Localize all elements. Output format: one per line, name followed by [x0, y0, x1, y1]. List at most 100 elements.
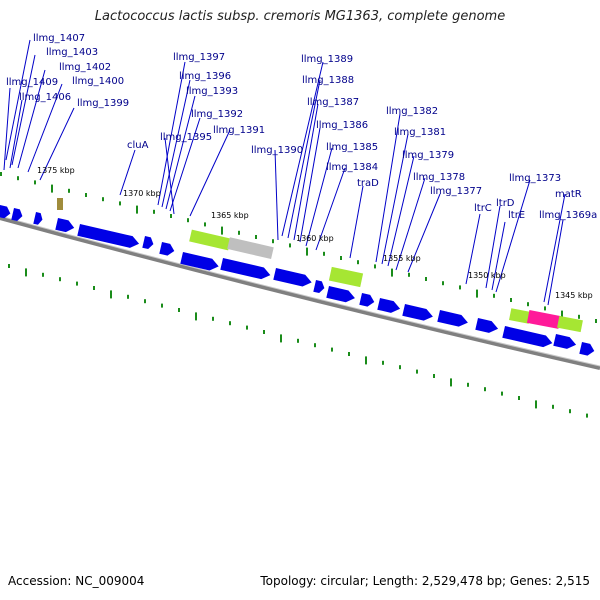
gene-label[interactable]: llmg_1393	[186, 86, 238, 97]
inner-tick	[569, 409, 571, 414]
gene-label[interactable]: llmg_1392	[191, 109, 243, 120]
gene-arrow[interactable]	[553, 334, 577, 351]
gene-arrow[interactable]	[220, 258, 271, 281]
outer-tick	[68, 188, 70, 193]
gene-arrow[interactable]	[55, 218, 75, 234]
outer-tick	[340, 256, 342, 260]
gene-arrow[interactable]	[377, 298, 401, 315]
gene-arrow[interactable]	[0, 205, 12, 219]
gene-arrow[interactable]	[475, 318, 499, 335]
gene-arrow[interactable]	[359, 293, 375, 308]
inner-tick	[246, 325, 248, 330]
gene-arrow[interactable]	[180, 252, 220, 272]
gene-arrow[interactable]	[502, 326, 553, 349]
leader-line	[465, 213, 481, 285]
gene-label[interactable]: traD	[357, 178, 379, 189]
leader-line	[27, 83, 63, 173]
leader-line	[293, 103, 319, 241]
gene-label[interactable]: matR	[555, 189, 582, 200]
gene-label[interactable]: llmg_1389	[301, 54, 353, 65]
inner-tick	[263, 330, 265, 334]
feature-magenta-1[interactable]	[526, 310, 561, 329]
outer-tick	[136, 205, 138, 214]
leader-line	[547, 219, 564, 306]
gene-label[interactable]: ltrC	[474, 203, 492, 214]
gene-arrow[interactable]	[11, 208, 23, 222]
gene-label[interactable]: llmg_1373	[509, 173, 561, 184]
gene-label[interactable]: llmg_1369a	[539, 210, 597, 221]
gene-label[interactable]: llmg_1403	[46, 47, 98, 58]
gene-label[interactable]: llmg_1407	[33, 33, 85, 44]
gene-label[interactable]: llmg_1388	[302, 75, 354, 86]
gene-label[interactable]: ltrE	[508, 210, 525, 221]
outer-tick	[442, 281, 444, 286]
leader-line	[119, 149, 136, 196]
leader-line	[375, 113, 401, 263]
leader-line	[11, 54, 36, 166]
outer-tick	[17, 176, 19, 181]
gene-label[interactable]: llmg_1381	[394, 127, 446, 138]
gene-label[interactable]: llmg_1400	[72, 76, 124, 87]
gene-label[interactable]: llmg_1390	[251, 145, 303, 156]
inner-tick	[178, 308, 180, 312]
outer-tick	[493, 293, 495, 298]
kbp-label: 1375 kbp	[37, 166, 75, 175]
genome-backbone-highlight	[0, 215, 600, 367]
leader-line	[274, 149, 279, 241]
gene-arrow[interactable]	[142, 236, 154, 250]
gene-label[interactable]: llmg_1395	[160, 132, 212, 143]
gene-label[interactable]: llmg_1382	[386, 106, 438, 117]
outer-tick	[476, 289, 478, 298]
gene-label[interactable]: ltrD	[496, 198, 515, 209]
gene-arrow[interactable]	[313, 280, 325, 294]
gene-label[interactable]: cluA	[127, 140, 149, 151]
gene-arrow[interactable]	[33, 212, 43, 225]
inner-tick	[229, 321, 231, 326]
gene-arrow[interactable]	[326, 286, 356, 304]
gene-arrow[interactable]	[437, 310, 469, 328]
gene-label[interactable]: llmg_1409	[6, 77, 58, 88]
gene-label[interactable]: llmg_1399	[77, 98, 129, 109]
gene-label[interactable]: llmg_1391	[213, 125, 265, 136]
feature-olive-1[interactable]	[57, 198, 63, 210]
gene-arrow[interactable]	[159, 242, 175, 257]
leader-line	[315, 167, 346, 251]
feature-green-4[interactable]	[557, 315, 583, 333]
outer-tick	[289, 243, 291, 248]
inner-tick	[501, 391, 503, 396]
inner-tick	[297, 338, 299, 343]
leader-line	[349, 185, 364, 259]
gene-label[interactable]: llmg_1387	[307, 97, 359, 108]
feature-green-3[interactable]	[509, 308, 531, 324]
gene-label[interactable]: llmg_1406	[19, 92, 71, 103]
leader-line	[491, 221, 506, 291]
gene-label[interactable]: llmg_1384	[326, 162, 378, 173]
kbp-label: 1350 kbp	[468, 271, 506, 280]
gene-label[interactable]: llmg_1396	[179, 71, 231, 82]
outer-tick	[544, 306, 546, 311]
feature-grey-1[interactable]	[227, 237, 274, 260]
leader-line	[17, 69, 46, 169]
outer-tick	[51, 184, 53, 193]
gene-arrow[interactable]	[402, 304, 434, 322]
gene-label[interactable]: llmg_1402	[59, 62, 111, 73]
gene-label[interactable]: llmg_1386	[316, 120, 368, 131]
outer-tick	[357, 260, 359, 265]
gene-arrow[interactable]	[579, 342, 595, 357]
gene-label[interactable]: llmg_1378	[413, 172, 465, 183]
gene-label[interactable]: llmg_1379	[402, 150, 454, 161]
gene-label[interactable]: llmg_1385	[326, 142, 378, 153]
gene-label[interactable]: llmg_1397	[173, 52, 225, 63]
leader-line	[299, 127, 321, 243]
gene-arrow[interactable]	[273, 268, 313, 288]
kbp-label: 1365 kbp	[211, 211, 249, 220]
inner-tick	[280, 334, 282, 343]
inner-tick	[42, 272, 44, 277]
feature-green-1[interactable]	[189, 229, 231, 251]
gene-label[interactable]: llmg_1377	[430, 186, 482, 197]
feature-green-2[interactable]	[328, 266, 364, 288]
gene-arrow[interactable]	[77, 224, 140, 250]
position-labels: 1375 kbp 1370 kbp 1365 kbp 1360 kbp 1355 kbp…	[37, 166, 593, 300]
outer-tick	[306, 247, 308, 256]
